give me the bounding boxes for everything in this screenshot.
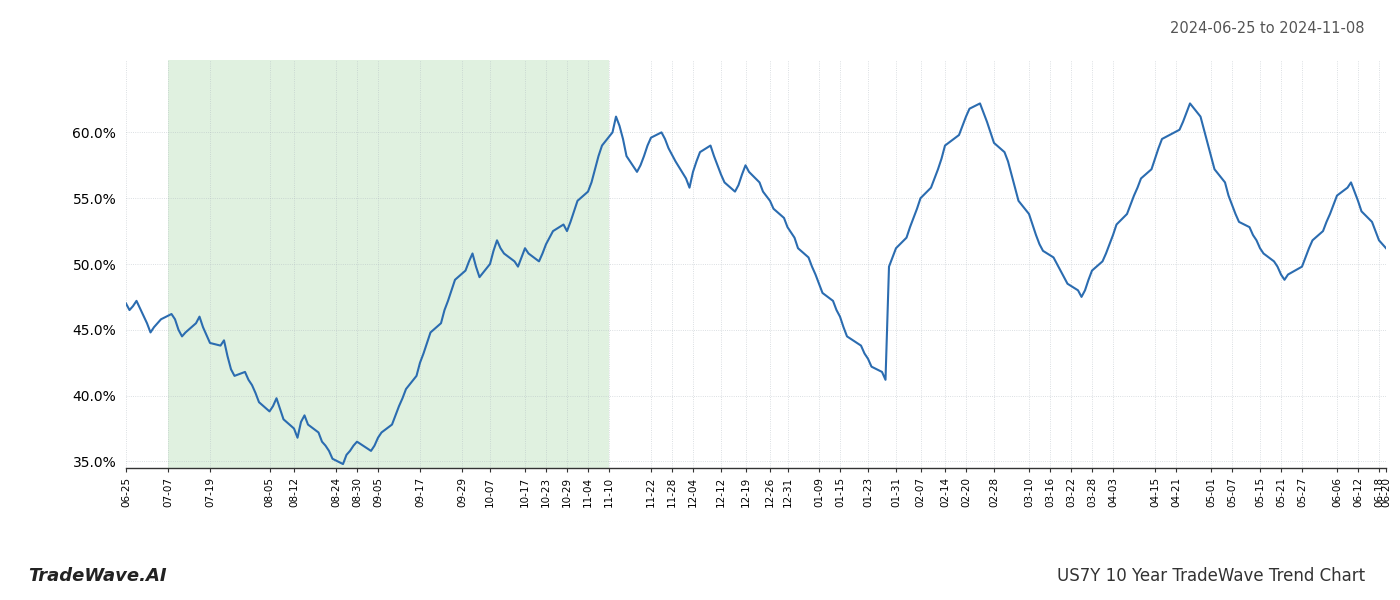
Text: 2024-06-25 to 2024-11-08: 2024-06-25 to 2024-11-08: [1170, 21, 1365, 36]
Text: US7Y 10 Year TradeWave Trend Chart: US7Y 10 Year TradeWave Trend Chart: [1057, 567, 1365, 585]
Text: TradeWave.AI: TradeWave.AI: [28, 567, 167, 585]
Bar: [168, 60, 609, 468]
